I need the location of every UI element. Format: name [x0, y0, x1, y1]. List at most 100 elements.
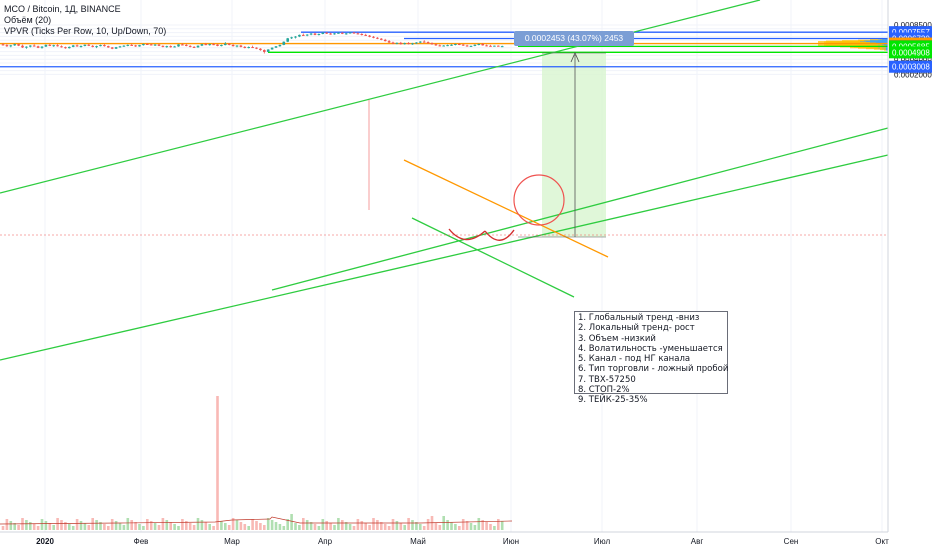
volume-bar — [461, 519, 465, 530]
price-axis-label[interactable]: 0.0004908 — [892, 48, 930, 57]
volume-bar — [126, 518, 130, 530]
time-tick-label: Сен — [784, 537, 799, 546]
volume-bar — [372, 518, 375, 530]
candle-body — [415, 42, 418, 44]
volume-bar — [48, 523, 52, 530]
candle-body — [368, 35, 371, 37]
candle-body — [317, 33, 321, 35]
candle-body — [21, 45, 24, 48]
candle-body — [216, 44, 219, 46]
channel-middle-line[interactable] — [271, 127, 889, 291]
candle-body — [251, 47, 254, 49]
volume-bar — [25, 520, 28, 530]
measure-range-box[interactable] — [542, 53, 606, 237]
symbol-title[interactable]: MCO / Bitcoin, 1Д, BINANCE — [4, 4, 121, 14]
measure-label: 0.0002453 (43.07%) 2453 — [514, 31, 634, 46]
analysis-note[interactable]: 1. Глобальный тренд -вниз 2. Локальный т… — [574, 311, 728, 405]
volume-ma-line — [0, 516, 513, 525]
volume-bar — [255, 521, 258, 530]
candle-body — [103, 45, 106, 47]
volume-bar — [426, 519, 430, 530]
volume-bar — [231, 518, 235, 530]
candle-body — [333, 33, 336, 35]
time-axis[interactable]: 2020 Фев Мар Апр Май Июн Июл Авг Сен Окт — [0, 531, 889, 546]
volume-bar — [360, 521, 364, 530]
candle-body — [313, 33, 317, 35]
note-line: 5. Канал - под НГ канала — [578, 354, 691, 365]
volume-indicator-label[interactable]: Объём (20) — [4, 15, 52, 25]
volume-bar — [87, 525, 91, 530]
pattern-arc-right[interactable] — [484, 229, 515, 241]
candle-body — [231, 44, 235, 47]
price-tick-label: 0.0002000 — [894, 70, 932, 79]
candle-body — [157, 44, 161, 46]
candle-body — [122, 45, 126, 47]
volume-bar — [204, 522, 208, 530]
candle-body — [309, 33, 313, 35]
channel-lower-line[interactable] — [0, 154, 889, 361]
candle-body — [161, 45, 165, 47]
price-axis[interactable]: 0.00085000.00080000.00075000.00070000.00… — [887, 0, 932, 532]
candle-body — [224, 43, 227, 46]
candle-body — [352, 32, 356, 34]
volume-bar — [282, 526, 286, 530]
candle-body — [114, 47, 118, 49]
price-axis-label[interactable]: 0.0003008 — [892, 63, 930, 72]
candle-body — [138, 45, 141, 47]
volume-bar — [220, 521, 223, 530]
time-tick-label: Фев — [134, 537, 149, 546]
candle-body — [329, 33, 332, 35]
horizontal-levels[interactable] — [0, 31, 888, 68]
volume-bar — [5, 519, 9, 530]
candle-body — [71, 45, 75, 47]
price-tick-label: 0.0008500 — [894, 21, 932, 30]
volume-bar — [64, 522, 67, 530]
volume-bar — [309, 522, 313, 530]
volume-bar — [13, 523, 16, 530]
price-axis-label-bg — [889, 60, 932, 73]
vpvr-indicator-label[interactable]: VPVR (Ticks Per Row, 10, Up/Down, 70) — [4, 26, 167, 36]
volume-bar — [29, 522, 32, 530]
volume-bar — [317, 526, 321, 530]
candle-body — [126, 44, 130, 46]
note-line: 8. СТОП-2% — [578, 385, 630, 396]
candle-body — [118, 46, 122, 48]
candle-body — [454, 44, 457, 45]
volume-bar — [477, 518, 481, 530]
volume-bar — [142, 526, 145, 530]
descending-resistance-line[interactable] — [403, 159, 609, 258]
candle-body — [255, 47, 258, 49]
local-support-line[interactable] — [411, 217, 575, 298]
volume-bar — [243, 524, 247, 530]
volume-bar — [263, 525, 266, 530]
volume-bar — [79, 521, 83, 530]
volume-bar — [422, 526, 426, 530]
candle-body — [360, 33, 364, 35]
breakout-circle[interactable] — [513, 174, 565, 226]
trend-drawings[interactable] — [0, 0, 889, 361]
candle-body — [497, 45, 500, 47]
candle-body — [387, 41, 391, 43]
volume-bar — [130, 520, 133, 530]
candle-body — [79, 45, 83, 47]
candle-body — [458, 44, 461, 45]
candle-body — [29, 45, 32, 47]
candle-body — [302, 34, 305, 36]
candle-body — [130, 44, 133, 46]
candle-body — [500, 46, 504, 48]
candle-body — [17, 44, 20, 46]
vpvr-row-down — [884, 45, 886, 51]
pattern-arc-left[interactable] — [448, 228, 486, 241]
volume-bar — [227, 525, 231, 530]
volume-bar — [200, 520, 204, 530]
volume-bar — [473, 525, 477, 530]
time-tick-label: Мар — [224, 537, 240, 546]
volume-bar — [274, 522, 278, 530]
candle-body — [5, 45, 9, 47]
candle-body — [419, 41, 422, 43]
candle-body — [32, 45, 36, 47]
volume-bar — [212, 526, 215, 530]
candle-body — [321, 32, 325, 34]
candle-body — [422, 41, 426, 43]
